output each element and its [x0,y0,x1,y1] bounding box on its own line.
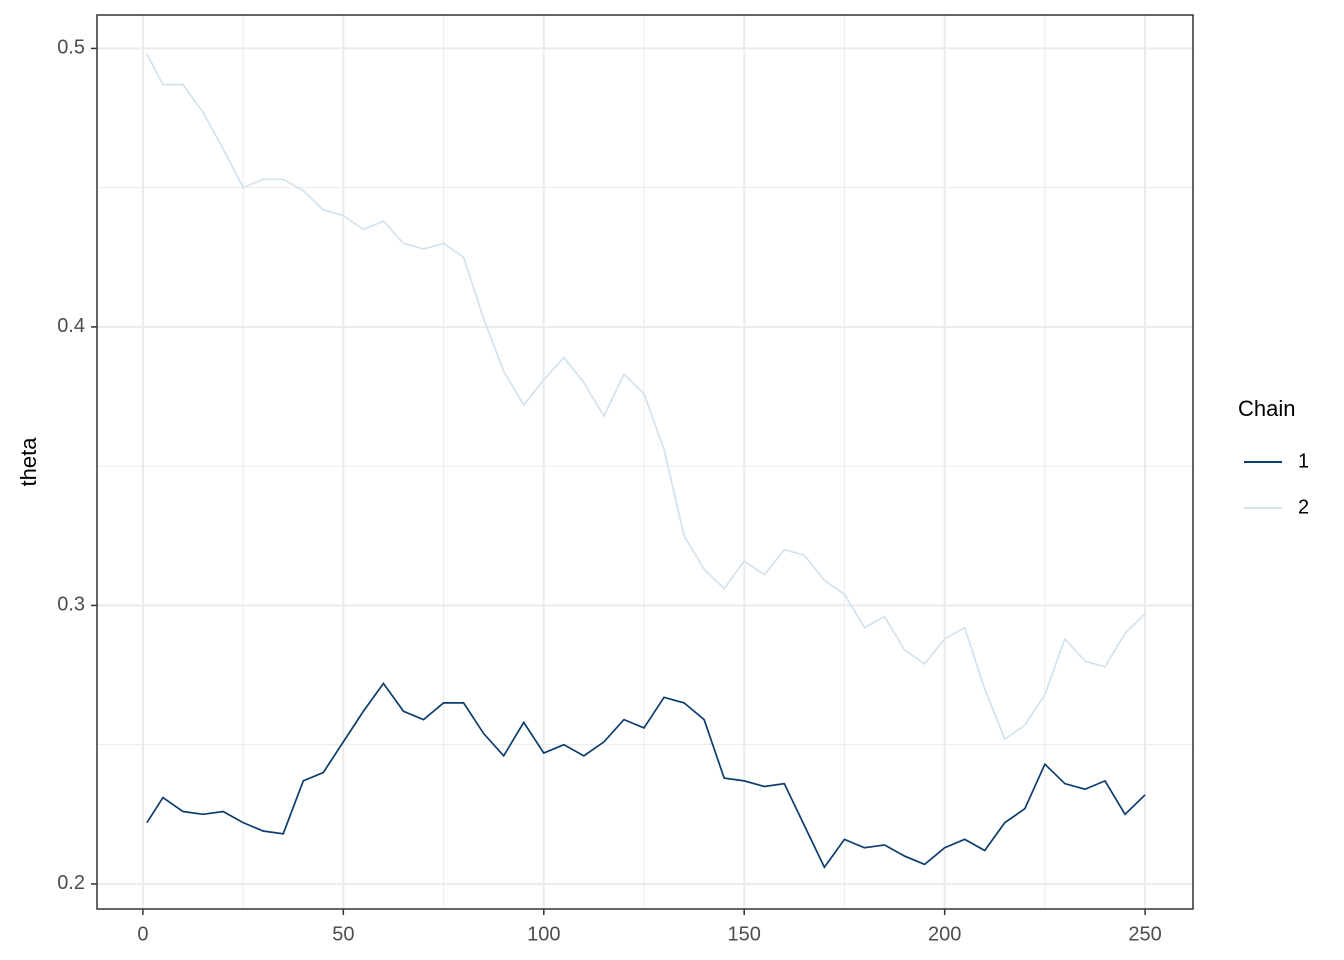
legend-label: 2 [1298,496,1309,518]
y-tick-label: 0.2 [57,872,85,894]
y-tick-label: 0.4 [57,315,85,337]
x-tick-label: 50 [332,923,354,945]
x-tick-label: 200 [928,923,961,945]
x-tick-label: 100 [527,923,560,945]
y-tick-label: 0.3 [57,594,85,616]
y-axis-label: theta [16,437,41,487]
x-tick-label: 0 [137,923,148,945]
x-tick-label: 150 [728,923,761,945]
series-line [146,681,1146,869]
legend-label: 1 [1298,450,1309,472]
y-tick-label: 0.5 [57,37,85,59]
series-line [146,53,1146,741]
panel-border [96,14,1194,910]
x-tick-label: 250 [1128,923,1161,945]
legend-title: Chain [1238,396,1295,421]
